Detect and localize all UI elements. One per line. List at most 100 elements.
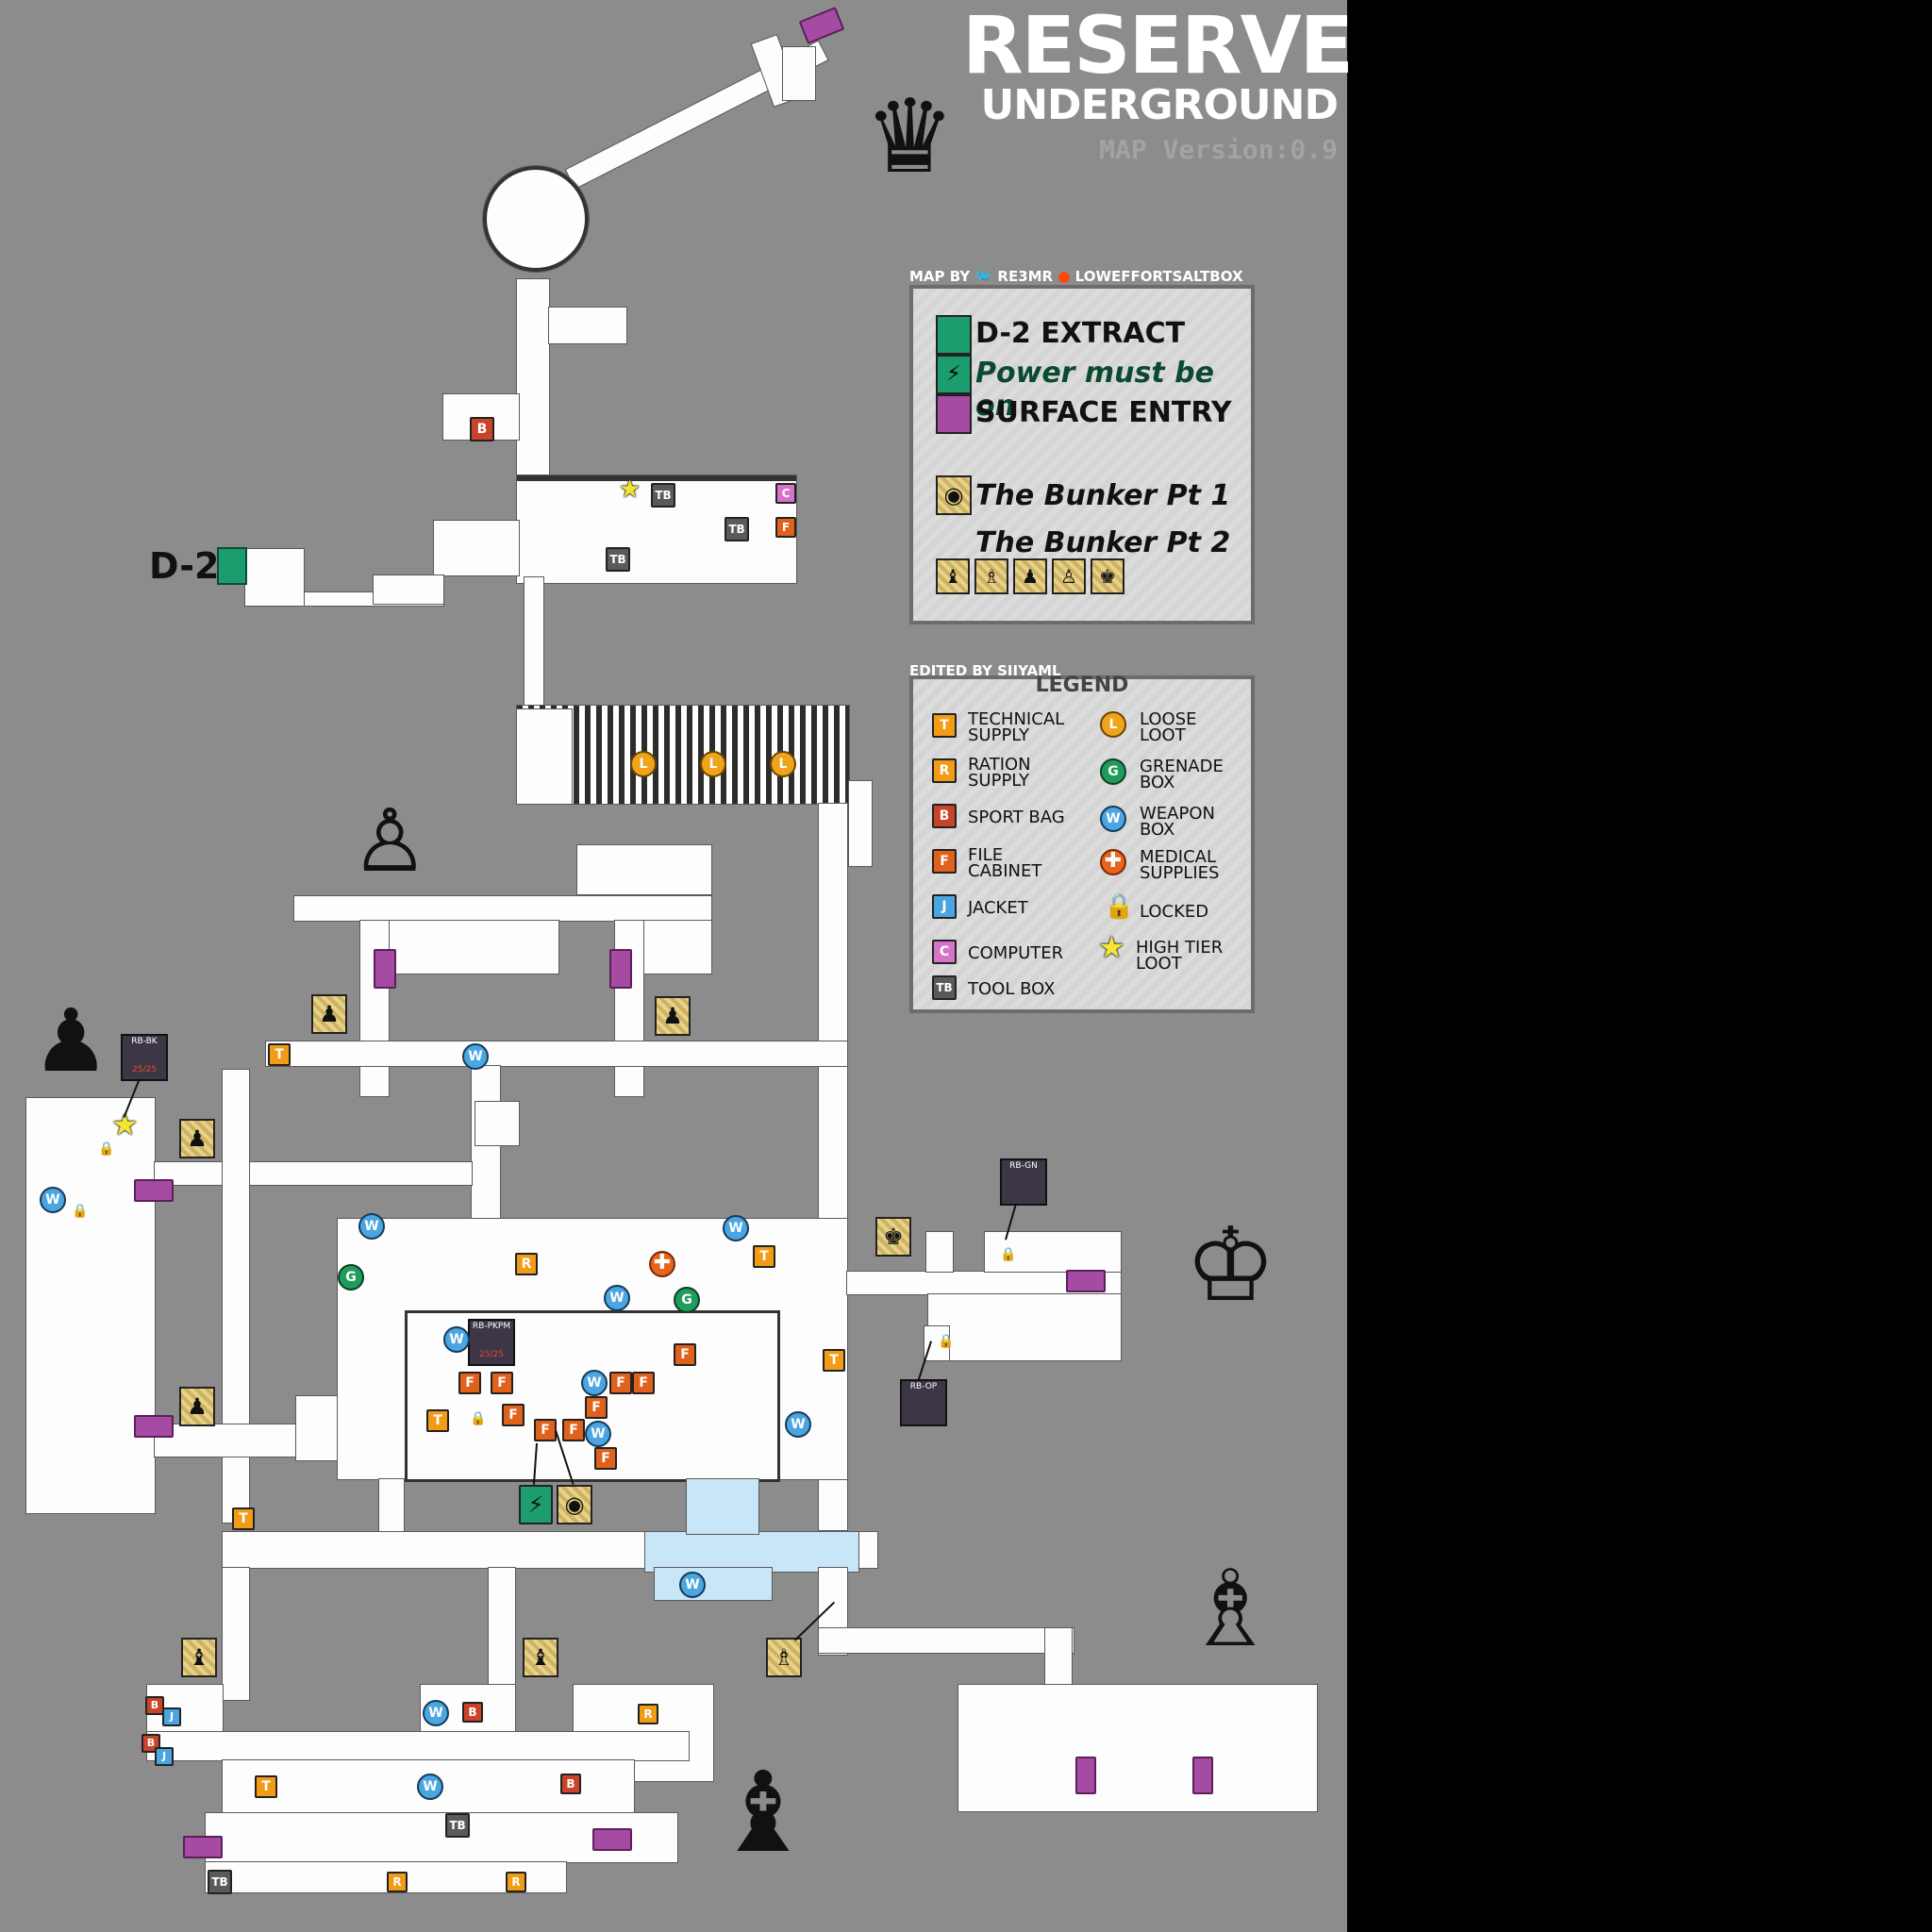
surface-entry-pawn-1[interactable] [374, 949, 396, 989]
grenade-box-marker[interactable]: G [338, 1264, 364, 1291]
sw-hall [146, 1731, 690, 1761]
bunker-hatch-icon[interactable]: ♝ [181, 1638, 217, 1677]
file-cabinet-marker[interactable]: F [458, 1372, 481, 1394]
map-version: MAP Version:0.9 [1099, 134, 1338, 165]
weapon-box-marker[interactable]: W [443, 1326, 470, 1353]
round-tower [482, 165, 590, 273]
dark-hall-west [516, 708, 573, 805]
bunker-hatch-icon[interactable]: ♝ [523, 1638, 558, 1677]
surface-entry-sw-2[interactable] [592, 1828, 632, 1851]
ration-supply-marker[interactable]: R [506, 1872, 526, 1892]
file-cabinet-marker[interactable]: F [562, 1419, 585, 1441]
jacket-marker[interactable]: J [155, 1747, 174, 1766]
east-shaft-stub [848, 780, 873, 867]
pawn-sub-room-2 [633, 920, 712, 974]
bunker-hatch-icon[interactable]: ♟ [311, 994, 347, 1034]
technical-supply-marker[interactable]: T [268, 1043, 291, 1066]
d2-extract[interactable] [217, 547, 247, 585]
surface-entry-king[interactable] [1066, 1270, 1106, 1292]
weapon-box-marker[interactable]: W [581, 1370, 608, 1396]
legend-sport-bag: SPORT BAG [968, 808, 1065, 827]
surface-entry-west-2[interactable] [134, 1415, 174, 1438]
bunker-pt1-hatch-icon[interactable]: ◉ [557, 1485, 592, 1524]
technical-supply-marker[interactable]: T [823, 1349, 845, 1372]
file-cabinet-marker[interactable]: F [502, 1404, 525, 1426]
technical-supply-marker[interactable]: T [255, 1775, 277, 1798]
file-cabinet-marker[interactable]: F [609, 1372, 632, 1394]
command-south-shaft [524, 576, 544, 707]
loose-loot-marker[interactable]: L [700, 751, 726, 777]
bishop-icon-filled: ♝ [713, 1747, 813, 1877]
keycard-rb-op[interactable]: RB-OP [900, 1379, 947, 1426]
surface-entry-bishop-2[interactable] [1192, 1757, 1213, 1794]
ration-supply-marker: R [932, 758, 957, 783]
bunker-hatch-icon[interactable]: ♟ [179, 1387, 215, 1426]
file-cabinet-marker[interactable]: F [632, 1372, 655, 1394]
weapon-box-marker[interactable]: W [604, 1285, 630, 1311]
tool-box-marker[interactable]: TB [651, 483, 675, 508]
jacket-marker[interactable]: J [162, 1707, 181, 1726]
technical-supply-marker[interactable]: T [426, 1409, 449, 1432]
surface-entry-sw-1[interactable] [183, 1836, 223, 1858]
weapon-box-marker[interactable]: W [585, 1421, 611, 1447]
surface-entry-pawn-2[interactable] [609, 949, 632, 989]
padlock-icon: 🔒 [1000, 1247, 1017, 1262]
padlock-icon: 🔒 [72, 1204, 89, 1219]
file-cabinet-marker[interactable]: F [585, 1396, 608, 1419]
sport-bag-marker[interactable]: B [462, 1702, 483, 1723]
loose-loot-marker[interactable]: L [630, 751, 657, 777]
surface-entry-bishop-1[interactable] [1075, 1757, 1096, 1794]
surface-entry-west-1[interactable] [134, 1179, 174, 1202]
loose-loot-marker[interactable]: L [770, 751, 796, 777]
bunker-hatch-icon[interactable]: ♟ [179, 1119, 215, 1158]
star-icon[interactable]: ★ [619, 475, 641, 504]
weapon-box-marker[interactable]: W [417, 1774, 443, 1800]
ration-supply-marker[interactable]: R [387, 1872, 408, 1892]
tool-box-marker[interactable]: TB [208, 1870, 232, 1894]
legend-high-tier-loot: HIGH TIER LOOT [1136, 938, 1224, 974]
bunker-hatch-icon[interactable]: ♗ [766, 1638, 802, 1677]
keycard-rb-bk[interactable]: RB-BK 25/25 [121, 1034, 168, 1081]
weapon-box-marker[interactable]: W [723, 1215, 749, 1241]
medical-supplies-marker[interactable]: ✚ [649, 1251, 675, 1277]
west-north-hall [154, 1161, 473, 1186]
bunker-hatch-icon[interactable]: ♟ [655, 996, 691, 1036]
central-stem-room [475, 1101, 520, 1146]
file-cabinet-marker[interactable]: F [534, 1419, 557, 1441]
computer-marker[interactable]: C [775, 483, 796, 504]
sport-bag-marker[interactable]: B [145, 1696, 164, 1715]
ration-supply-marker[interactable]: R [515, 1253, 538, 1275]
weapon-box-marker[interactable]: W [462, 1043, 489, 1070]
lightning-icon[interactable]: ⚡ [519, 1485, 553, 1524]
file-cabinet-marker[interactable]: F [674, 1343, 696, 1366]
sport-bag-marker[interactable]: B [470, 417, 494, 441]
bunker-hatch-icon: ♟ [1013, 558, 1047, 594]
tool-box-marker[interactable]: TB [445, 1813, 470, 1838]
grenade-box-marker[interactable]: G [674, 1287, 700, 1313]
flooded-room-south [654, 1567, 773, 1601]
tool-box-marker[interactable]: TB [606, 547, 630, 572]
tower-shaft [516, 278, 550, 478]
pawn-north-room [576, 844, 712, 895]
bunker-hatch-icon[interactable]: ♚ [875, 1217, 911, 1257]
map-title: RESERVE [962, 0, 1354, 92]
weapon-box-marker[interactable]: W [423, 1700, 449, 1726]
file-cabinet-marker[interactable]: F [775, 517, 796, 538]
keycard-rb-gn[interactable]: RB-GN [1000, 1158, 1047, 1206]
loose-loot-marker: L [1100, 711, 1126, 738]
keycard-rb-pkpm[interactable]: RB-PKPM 25/25 [468, 1319, 515, 1366]
weapon-box-marker[interactable]: W [40, 1187, 66, 1213]
technical-supply-marker[interactable]: T [232, 1507, 255, 1530]
weapon-box-marker[interactable]: W [785, 1411, 811, 1438]
file-cabinet-marker[interactable]: F [491, 1372, 513, 1394]
file-cabinet-marker[interactable]: F [594, 1447, 617, 1470]
tool-box-marker[interactable]: TB [724, 517, 749, 541]
pawn-icon-west: ♟ [32, 991, 110, 1091]
weapon-box-marker[interactable]: W [679, 1572, 706, 1598]
weapon-box-marker[interactable]: W [358, 1213, 385, 1240]
ration-supply-marker[interactable]: R [638, 1704, 658, 1724]
legend-loose-loot: LOOSE LOOT [1140, 709, 1197, 745]
sport-bag-marker[interactable]: B [560, 1774, 581, 1794]
technical-supply-marker[interactable]: T [753, 1245, 775, 1268]
